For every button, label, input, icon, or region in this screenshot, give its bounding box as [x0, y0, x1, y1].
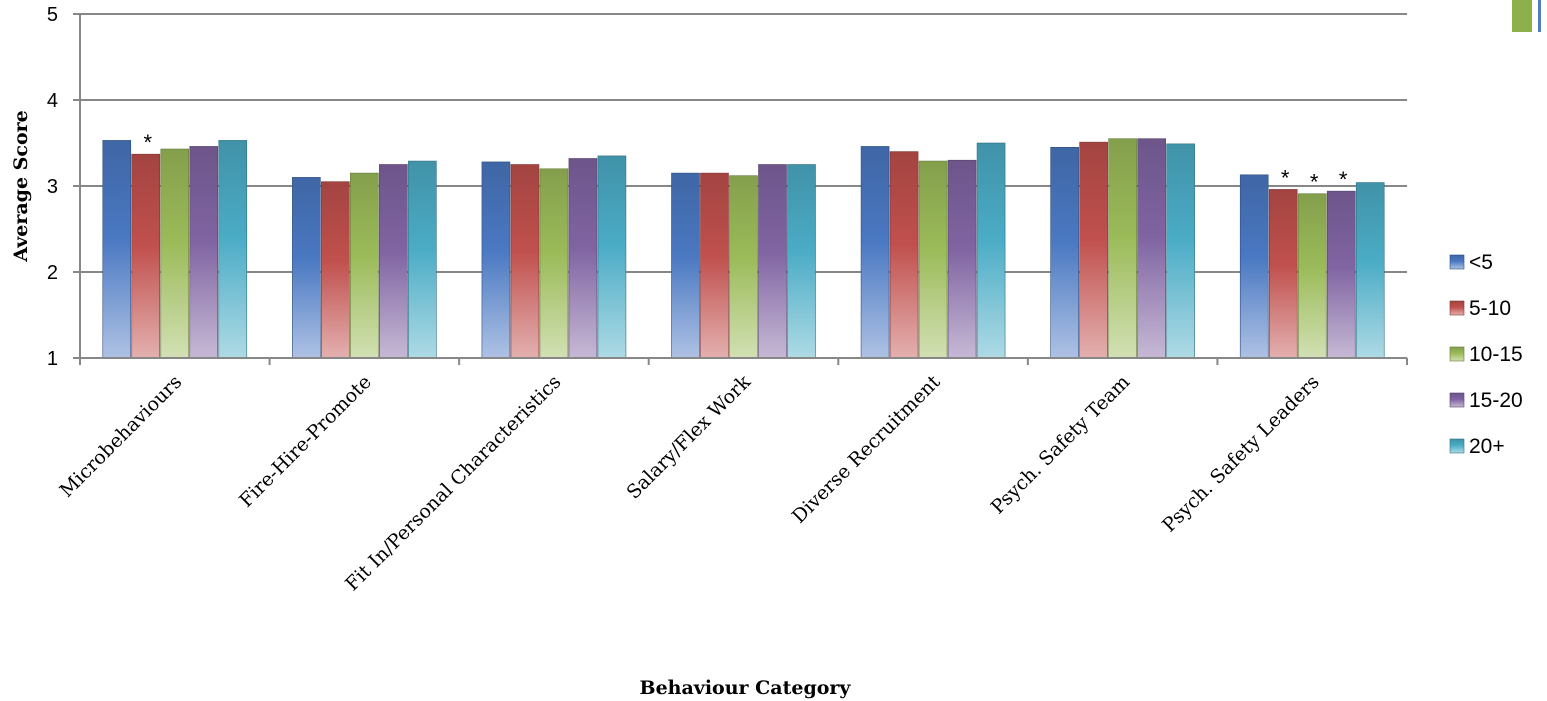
significance-marker-0: *: [144, 130, 153, 155]
legend-label-1: 5-10: [1469, 297, 1511, 320]
bar-2-0: [481, 161, 511, 359]
legend-label-2: 10-15: [1469, 343, 1523, 366]
y-tick-label-1: 2: [47, 262, 58, 284]
bar-0-1: [131, 153, 161, 359]
y-axis-title: Average Score: [10, 110, 32, 262]
x-axis-title: Behaviour Category: [640, 677, 852, 699]
x-tick-label-5: Psych. Safety Team: [987, 371, 1134, 518]
bar-6-1: [1268, 189, 1298, 359]
y-tick-label-0: 1: [47, 348, 58, 370]
bar-2-4: [597, 155, 627, 359]
decorative-green-bar: [1512, 0, 1532, 32]
annotations: * * * *: [144, 130, 1348, 195]
bar-1-4: [408, 160, 437, 359]
significance-marker-2: *: [1310, 170, 1319, 195]
significance-marker-1: *: [1281, 165, 1290, 190]
x-tick-label-2: Fit In/Personal Characteristics: [341, 371, 565, 595]
x-tick-label-1: Fire-Hire-Promote: [235, 371, 376, 512]
legend-label-3: 15-20: [1469, 389, 1523, 412]
bar-3-3: [758, 164, 787, 359]
bar-4-4: [976, 142, 1006, 359]
bar-1-0: [292, 177, 321, 359]
legend-swatch-0: [1449, 254, 1465, 270]
y-tick-labels: 1 2 3 4 5: [47, 4, 58, 370]
bar-6-0: [1239, 174, 1269, 359]
bar-3-1: [700, 172, 729, 359]
bar-0-4: [218, 140, 248, 359]
significance-marker-3: *: [1339, 167, 1348, 192]
bar-4-3: [947, 159, 977, 359]
bar-4-1: [889, 151, 919, 359]
y-tick-label-3: 4: [47, 90, 58, 112]
bar-3-0: [671, 172, 700, 359]
bar-4-0: [860, 146, 890, 359]
bar-1-1: [321, 181, 350, 359]
bar-6-3: [1326, 190, 1356, 359]
bar-5-2: [1108, 138, 1137, 359]
bar-2-3: [568, 158, 598, 359]
bar-2-1: [510, 164, 540, 359]
y-tick-label-2: 3: [47, 176, 58, 198]
bar-1-2: [350, 172, 379, 359]
bar-4-2: [918, 160, 948, 359]
legend: <5 5-10 10-15 15-20 20+: [1449, 251, 1523, 458]
legend-swatch-3: [1449, 392, 1465, 408]
bar-5-0: [1050, 147, 1079, 359]
y-tick-label-4: 5: [47, 4, 58, 26]
bar-0-2: [160, 148, 190, 359]
x-tick-label-6: Psych. Safety Leaders: [1158, 371, 1324, 537]
legend-swatch-4: [1449, 438, 1465, 454]
axes: [73, 13, 1408, 365]
bar-5-4: [1166, 143, 1195, 359]
bar-0-0: [102, 140, 132, 359]
legend-label-4: 20+: [1469, 435, 1505, 458]
x-tick-label-3: Salary/Flex Work: [622, 371, 755, 504]
legend-label-0: <5: [1469, 251, 1493, 274]
bar-2-2: [539, 168, 569, 359]
bars: [102, 138, 1385, 359]
bar-0-3: [189, 146, 219, 359]
decorative-blue-bar: [1538, 0, 1541, 32]
legend-swatch-1: [1449, 300, 1465, 316]
bar-6-2: [1297, 193, 1327, 359]
bar-3-2: [729, 175, 758, 359]
bar-1-3: [379, 164, 408, 359]
x-tick-label-4: Diverse Recruitment: [788, 371, 945, 528]
bar-3-4: [787, 164, 816, 359]
x-tick-label-0: Microbehaviours: [56, 371, 187, 502]
legend-swatch-2: [1449, 346, 1465, 362]
bar-6-4: [1355, 182, 1385, 359]
bar-5-1: [1079, 141, 1108, 359]
bar-5-3: [1137, 138, 1166, 359]
